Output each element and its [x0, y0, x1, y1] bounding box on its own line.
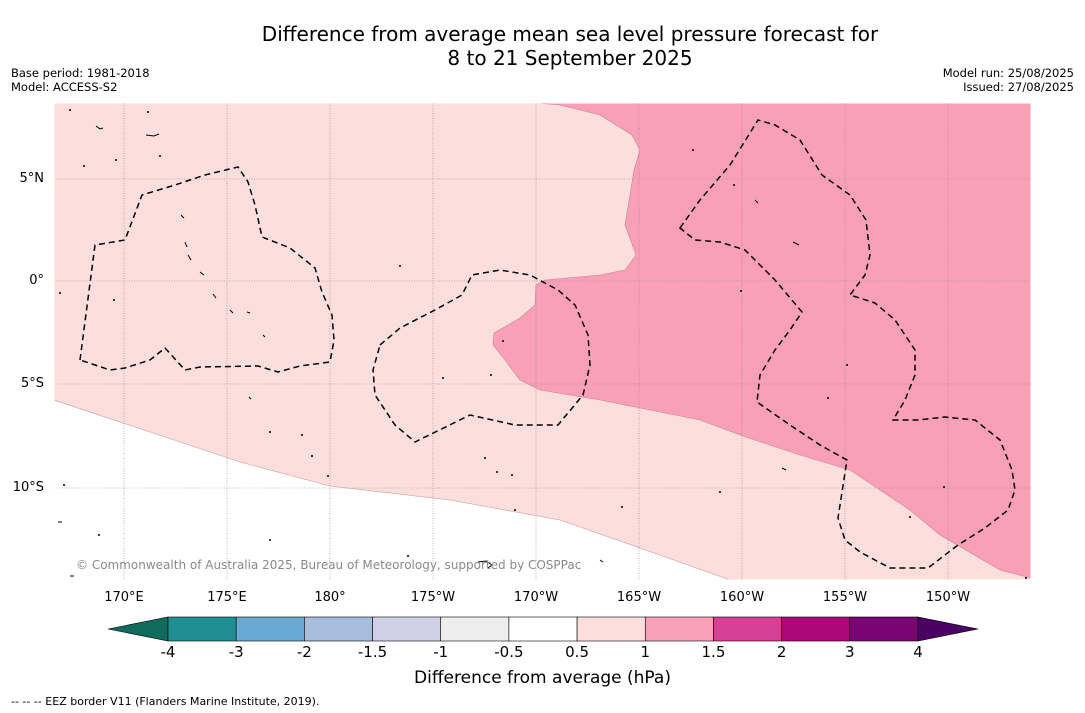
lon-label-170w: 170°W	[513, 590, 559, 605]
lat-label-0: 0°	[29, 273, 44, 288]
lat-label-5s: 5°S	[20, 376, 44, 391]
meta-left: Base period: 1981-2018 Model: ACCESS-S2	[11, 66, 150, 94]
lat-label-10s: 10°S	[12, 480, 44, 495]
colorbar-tick-label: -0.5	[494, 643, 524, 661]
colorbar-tick-label: 4	[913, 643, 923, 661]
colorbar-segment	[372, 616, 442, 642]
island-dots	[59, 109, 1027, 579]
colorbar-tick-label: -4	[160, 643, 176, 661]
eez-borders	[79, 119, 1016, 569]
meta-right: Model run: 25/08/2025 Issued: 27/08/2025	[943, 66, 1074, 94]
colorbar-segment	[713, 616, 782, 642]
colorbar-segment	[508, 616, 578, 642]
lon-label-160w: 160°W	[719, 590, 765, 605]
colorbar-tick-label: 1.5	[701, 643, 726, 661]
colorbar-over-triangle	[917, 616, 979, 642]
model-label: Model: ACCESS-S2	[11, 80, 118, 94]
colorbar-tick-label: 3	[845, 643, 855, 661]
colorbar-segment	[781, 616, 851, 642]
lon-label-175w: 175°W	[410, 590, 456, 605]
colorbar-segment	[304, 616, 373, 642]
colorbar-tick-label: -3	[228, 643, 244, 661]
colorbar-segment	[644, 616, 714, 642]
lon-label-170e: 170°E	[104, 590, 144, 605]
colorbar-title: Difference from average (hPa)	[414, 668, 671, 688]
eez-footnote: -- -- -- EEZ border V11 (Flanders Marine…	[11, 695, 320, 708]
colorbar-tick-label: 2	[776, 643, 787, 661]
title-line-2: 8 to 21 September 2025	[447, 46, 693, 70]
eez-border-kiribati-phoenix	[372, 269, 591, 443]
eez-border-kiribati-line-islands	[678, 119, 1016, 569]
colorbar-tick-label: 1	[640, 643, 651, 661]
colorbar-tick-label: 0.5	[565, 643, 589, 661]
chart-title: Difference from average mean sea level p…	[0, 22, 1085, 70]
lon-label-155w: 155°W	[822, 590, 868, 605]
lon-label-150w: 150°W	[925, 590, 971, 605]
colorbar-segment	[849, 616, 919, 642]
lon-label-180: 180°	[314, 590, 346, 605]
colorbar-tick-label: -2	[296, 643, 312, 661]
lon-label-165w: 165°W	[616, 590, 662, 605]
pressure-band-1-to-1-5	[492, 103, 1031, 579]
colorbar-segment	[167, 616, 237, 642]
eez-border-kiribati-gilberts	[79, 166, 335, 373]
base-period-label: Base period: 1981-2018	[11, 66, 150, 80]
model-run-label: Model run: 25/08/2025	[942, 66, 1074, 80]
issued-label: Issued: 27/08/2025	[963, 80, 1074, 94]
gridlines	[54, 103, 1031, 580]
colorbar-tick-label: -1.5	[357, 643, 388, 661]
colorbar-segment	[440, 616, 510, 642]
title-line-1: Difference from average mean sea level p…	[261, 22, 879, 46]
lat-label-5n: 5°N	[19, 171, 45, 186]
map-frame	[53, 102, 1032, 581]
colorbar-under-triangle	[107, 616, 169, 642]
colorbar	[107, 616, 979, 642]
colorbar-segment	[235, 616, 305, 642]
map-area	[54, 103, 1031, 580]
copyright-notice: © Commonwealth of Australia 2025, Bureau…	[76, 558, 582, 572]
colorbar-segment	[576, 616, 646, 642]
lon-label-175e: 175°E	[207, 590, 247, 605]
island-markers	[58, 125, 800, 577]
colorbar-tick-label: -1	[433, 643, 449, 661]
